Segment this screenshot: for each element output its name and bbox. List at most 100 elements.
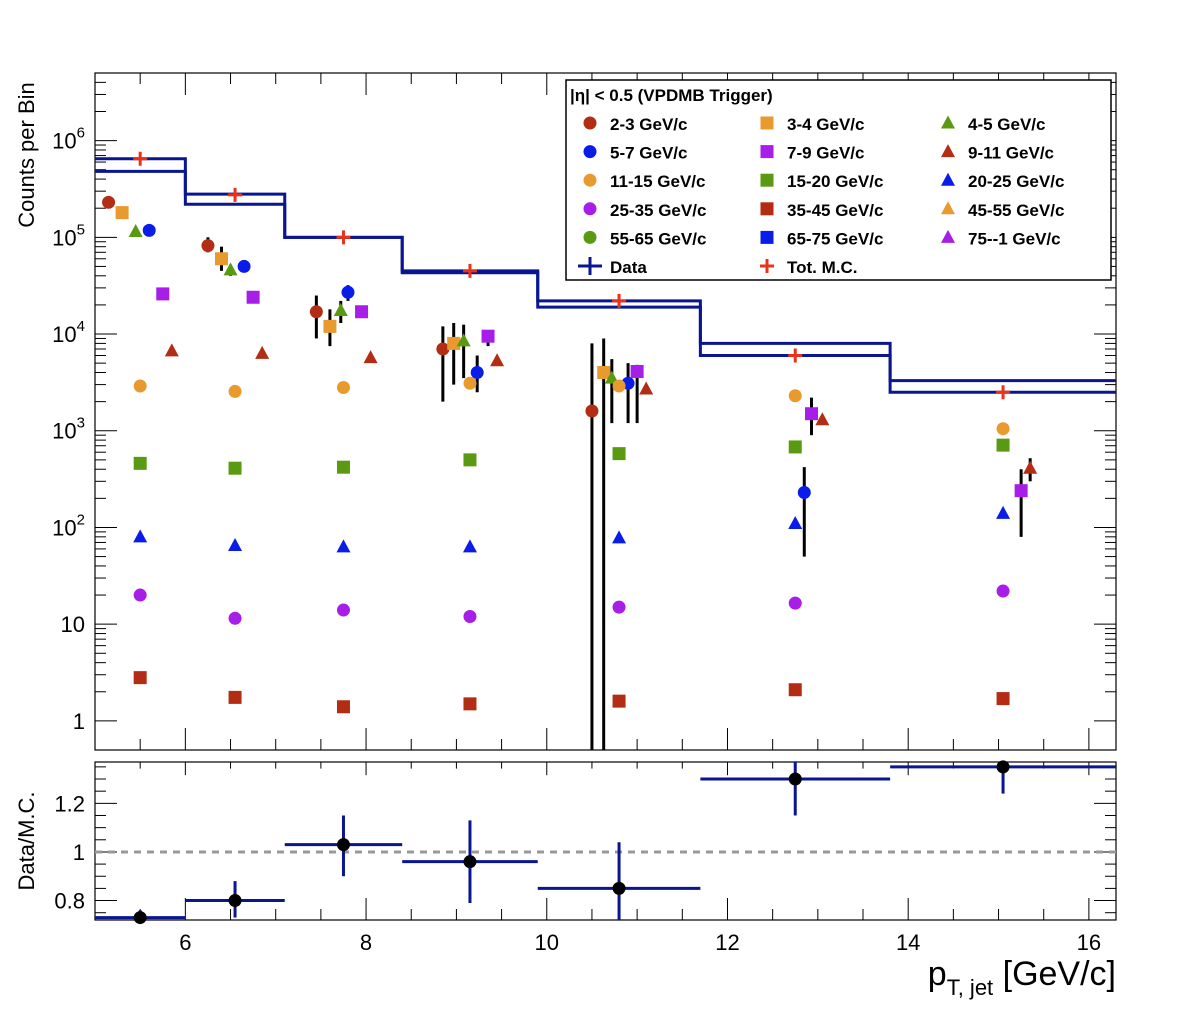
point-7-9-gev-c (1014, 484, 1028, 498)
point-4-5-gev-c (604, 370, 619, 384)
ratio-point (336, 838, 350, 852)
point-5-7-gev-c (341, 285, 355, 299)
y-tick-label: 1.2 (54, 791, 85, 816)
point-9-11-gev-c (255, 345, 270, 359)
point-20-25-gev-c (788, 515, 803, 529)
point-5-7-gev-c (237, 259, 251, 273)
y-tick-label: 1 (73, 709, 85, 734)
point-15-20-gev-c (612, 447, 626, 461)
ratio-y-axis-title: Data/M.C. (14, 791, 39, 890)
point-15-20-gev-c (788, 440, 802, 454)
legend-marker (760, 145, 774, 159)
y-tick-label-base: 10 (61, 612, 85, 637)
point-35-45-gev-c (612, 694, 626, 708)
mc-total-point (228, 187, 243, 202)
y-tick-label-base: 10 (52, 129, 76, 154)
legend-label: 3-4 GeV/c (787, 115, 865, 134)
point-15-20-gev-c (336, 460, 350, 474)
mc-total-markers (133, 151, 1011, 400)
point-5-7-gev-c (470, 366, 484, 380)
x-tick-label: 8 (360, 930, 372, 955)
ratio-point (133, 911, 147, 925)
legend-marker (760, 202, 774, 216)
point-3-4-gev-c (115, 206, 129, 220)
point-25-35-gev-c (788, 596, 802, 610)
y-tick-label-exponent: 6 (77, 125, 85, 142)
ratio-plot-panel: 6 8 10 12 14 16 0.8 1 1.2 Data/M.C. pT, jet [GeV/c… (14, 760, 1117, 1000)
y-tick-label-base: 10 (52, 322, 76, 347)
point-2-3-gev-c (585, 404, 599, 418)
y-tick-label-exponent: 2 (77, 511, 85, 528)
legend-marker (583, 116, 597, 130)
y-tick-label-base: 10 (52, 225, 76, 250)
ratio-point (996, 760, 1010, 774)
mc-total-point (996, 385, 1011, 400)
point-4-5-gev-c (333, 303, 348, 317)
legend-label: 5-7 GeV/c (610, 144, 688, 163)
point-7-9-gev-c (630, 364, 644, 378)
point-20-25-gev-c (462, 539, 477, 553)
legend-label: 15-20 GeV/c (787, 172, 883, 191)
point-35-45-gev-c (996, 692, 1010, 706)
y-tick-label-exponent: 5 (77, 221, 85, 238)
legend-marker (941, 144, 955, 158)
point-3-4-gev-c (323, 319, 337, 333)
legend-marker (578, 257, 602, 275)
point-15-20-gev-c (463, 453, 477, 467)
point-20-25-gev-c (612, 530, 627, 544)
y-tick-label: 1 (73, 840, 85, 865)
y-tick-label: 102 (52, 511, 85, 540)
y-tick-label: 104 (52, 318, 85, 347)
point-35-45-gev-c (788, 683, 802, 697)
mc-total-point (133, 151, 148, 166)
point-4-5-gev-c (223, 262, 238, 276)
point-11-15-gev-c (996, 422, 1010, 436)
point-35-45-gev-c (228, 690, 242, 704)
point-11-15-gev-c (788, 389, 802, 403)
mc-total-point (788, 348, 803, 363)
x-axis-title-main: p (928, 955, 947, 993)
y-tick-label: 103 (52, 415, 85, 444)
y-tick-label-base: 10 (52, 419, 76, 444)
legend-marker (583, 145, 597, 159)
legend-label: 75--1 GeV/c (968, 229, 1061, 248)
mc-total-point (462, 263, 477, 278)
legend-label: 35-45 GeV/c (787, 201, 883, 220)
point-7-9-gev-c (481, 329, 495, 343)
y-tick-label: 106 (52, 125, 85, 154)
legend-box (565, 79, 1112, 281)
ratio-plot-frame (94, 761, 1117, 921)
point-25-35-gev-c (996, 584, 1010, 598)
point-2-3-gev-c (309, 305, 323, 319)
legend-marker (941, 172, 955, 186)
point-25-35-gev-c (228, 611, 242, 625)
legend-marker (583, 173, 597, 187)
x-tick-label: 16 (1077, 930, 1101, 955)
legend-label: 65-75 GeV/c (787, 229, 883, 248)
ratio-point (612, 881, 626, 895)
point-25-35-gev-c (612, 600, 626, 614)
x-tick-label: 14 (896, 930, 920, 955)
point-35-45-gev-c (336, 700, 350, 714)
legend-label: 9-11 GeV/c (968, 144, 1054, 163)
point-15-20-gev-c (996, 438, 1010, 452)
point-7-9-gev-c (805, 407, 819, 421)
ratio-point (228, 894, 242, 908)
x-tick-label: 12 (715, 930, 739, 955)
point-7-9-gev-c (156, 287, 170, 301)
point-9-11-gev-c (639, 381, 654, 395)
point-35-45-gev-c (463, 697, 477, 711)
point-2-3-gev-c (102, 195, 116, 209)
legend-marker (760, 230, 774, 244)
ratio-points (95, 760, 1116, 925)
legend-label: Data (610, 258, 647, 277)
legend-label: 45-55 GeV/c (968, 201, 1064, 220)
ratio-point (463, 855, 477, 869)
mc-total-point (336, 230, 351, 245)
point-3-4-gev-c (214, 252, 228, 266)
y-axis-title: Counts per Bin (14, 82, 39, 228)
legend-label: Tot. M.C. (787, 258, 858, 277)
y-tick-label-exponent: 3 (77, 415, 85, 432)
point-35-45-gev-c (133, 671, 147, 685)
